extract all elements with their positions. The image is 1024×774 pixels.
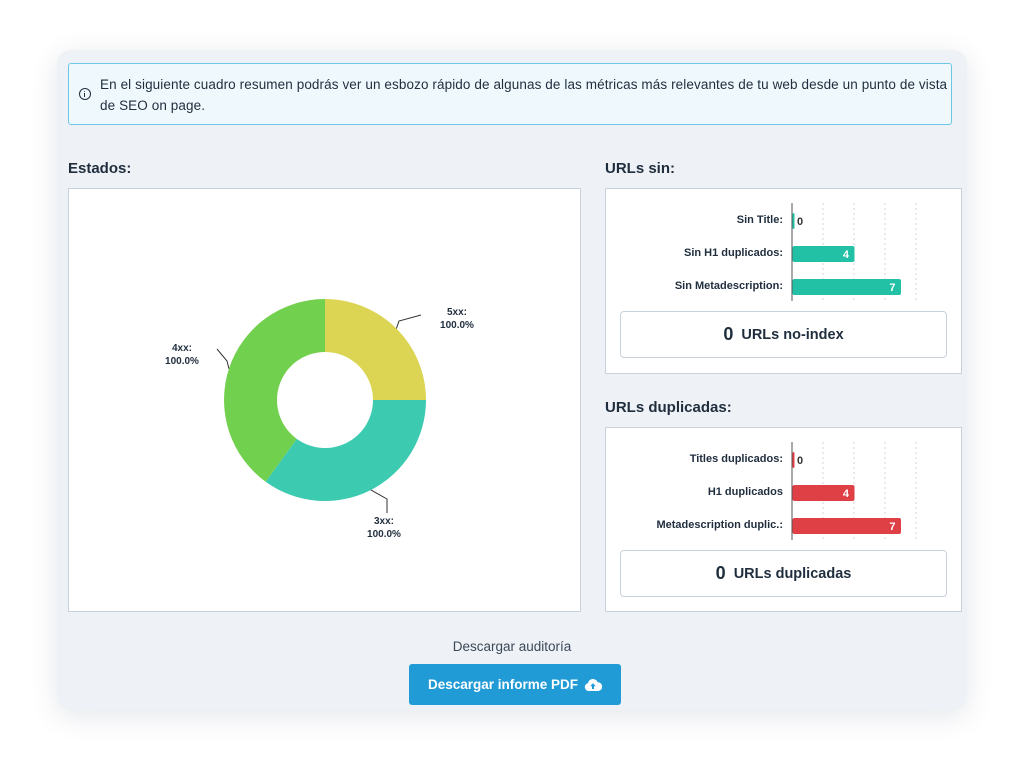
donut-slice [224, 299, 325, 482]
info-text: En el siguiente cuadro resumen podrás ve… [100, 77, 948, 113]
donut-leader-line [370, 489, 388, 513]
bar [792, 518, 901, 534]
urls-duplicadas-box: 0 URLs duplicadas [620, 550, 947, 597]
download-pdf-label: Descargar informe PDF [427, 677, 579, 692]
urls-duplicadas-panel: 0 4 7 Titles duplicados: H1 duplicados Metad… [605, 427, 962, 612]
bar-value-label: 0 [797, 455, 803, 467]
bar-category-label: Metadescription duplic.: [656, 519, 783, 531]
donut-slice-percent: 100.0% [440, 320, 474, 331]
bar-category-label: H1 duplicados [707, 486, 783, 498]
donut-slice-label: 5xx: [447, 307, 467, 318]
urls-sin-title: URLs sin: [605, 160, 676, 177]
bar-value-label: 4 [843, 488, 850, 500]
donut-slice-percent: 100.0% [165, 356, 199, 367]
bar-category-label: Sin H1 duplicados: [683, 247, 783, 259]
donut-slice-label: 3xx: [374, 516, 394, 527]
estados-title: Estados: [68, 160, 132, 177]
bar-value-label: 0 [797, 216, 803, 228]
urls-duplicadas-bar-chart: 0 4 7 [791, 442, 917, 540]
bar-value-label: 4 [843, 249, 850, 261]
summary-card: En el siguiente cuadro resumen podrás ve… [57, 50, 967, 710]
urls-duplicadas-title: URLs duplicadas: [605, 399, 732, 416]
urls-sin-bar-chart: 0 4 7 [791, 203, 917, 301]
donut-slice-percent: 100.0% [367, 529, 401, 540]
bar [792, 279, 901, 295]
urls-sin-panel: 0 4 7 Sin Title: Sin H1 duplicados: Sin Meta… [605, 188, 962, 374]
urls-duplicadas-label: URLs duplicadas [733, 565, 852, 582]
download-pdf-button[interactable]: Descargar informe PDF [409, 664, 621, 705]
estados-donut-chart: 5xx: 100.0% 3xx: 100.0% 4xx: 100.0% [165, 299, 474, 540]
urls-duplicadas-count: 0 [715, 563, 726, 583]
estados-panel: 5xx: 100.0% 3xx: 100.0% 4xx: 100.0% [68, 188, 581, 612]
urls-no-index-count: 0 [723, 324, 734, 344]
donut-slice [325, 299, 426, 400]
bar [792, 452, 795, 468]
donut-slice-label: 4xx: [172, 343, 192, 354]
donut-slice [265, 400, 426, 502]
urls-no-index-box: 0 URLs no-index [620, 311, 947, 358]
bar-category-label: Sin Title: [736, 214, 783, 226]
info-alert: En el siguiente cuadro resumen podrás ve… [68, 63, 952, 125]
bar-category-label: Sin Metadescription: [674, 280, 783, 292]
bar-value-label: 7 [889, 521, 895, 533]
bar-value-label: 7 [889, 282, 895, 294]
download-title: Descargar auditoría [452, 639, 572, 654]
bar [792, 213, 795, 229]
bar-category-label: Titles duplicados: [689, 453, 783, 465]
donut-leader-line [216, 348, 230, 369]
donut-leader-line [395, 314, 422, 329]
bar [792, 485, 855, 501]
info-circle-icon [79, 88, 91, 100]
urls-no-index-label: URLs no-index [741, 326, 844, 343]
bar [792, 246, 855, 262]
cloud-upload-icon [584, 678, 603, 691]
